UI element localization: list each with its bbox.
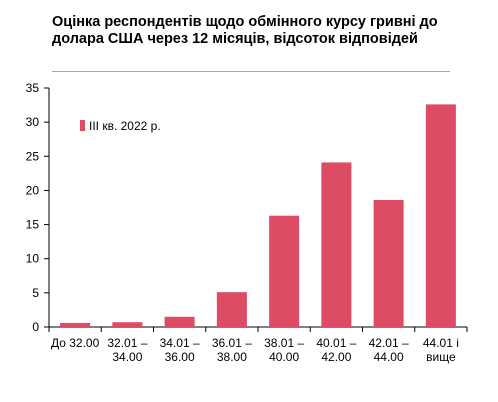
legend-label: III кв. 2022 р. [89,119,161,133]
x-tick-label: 32.01 – [107,336,147,350]
title-divider [52,71,450,72]
y-tick-label: 35 [26,81,40,95]
bar [112,322,143,327]
legend-swatch [80,120,85,131]
x-tick-label: 34.00 [112,350,142,364]
y-tick-label: 5 [32,286,39,300]
x-tick-label: 34.01 – [160,336,200,350]
y-tick-label: 15 [26,218,40,232]
x-tick-label: вище [426,350,456,364]
x-tick-label: До 32.00 [51,336,100,350]
y-tick-label: 0 [32,320,39,334]
legend: III кв. 2022 р. [80,119,161,133]
y-tick-label: 25 [26,149,40,163]
chart-title: Оцінка респондентів щодо обмінного курсу… [52,14,438,47]
x-tick-label: 36.01 – [212,336,252,350]
x-tick-label: 40.01 – [316,336,356,350]
x-tick-label: 40.00 [269,350,299,364]
bar [269,215,300,327]
bar [60,322,91,327]
bar [373,199,404,327]
y-tick-label: 20 [26,183,40,197]
bars [60,104,456,327]
bar [216,292,247,327]
x-tick-label: 38.00 [217,350,247,364]
y-axis: 0 5 10 15 20 25 30 35 [26,81,50,334]
x-tick-label: 44.00 [374,350,404,364]
y-tick-label: 30 [26,115,40,129]
x-tick-label: 36.00 [165,350,195,364]
x-tick-label: 42.00 [321,350,351,364]
x-tick-label: 38.01 – [264,336,304,350]
y-tick-label: 10 [26,252,40,266]
x-tick-label: 42.01 – [369,336,409,350]
bar [164,316,195,327]
x-tick-label: 44.01 і [423,336,459,350]
bar [321,162,352,327]
bar [425,104,456,327]
